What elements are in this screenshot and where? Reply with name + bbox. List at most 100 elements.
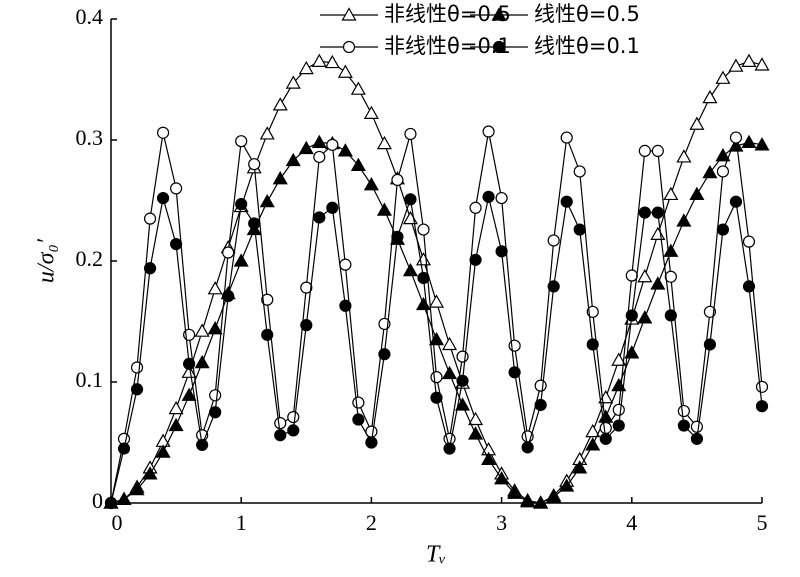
- data-point: [560, 131, 573, 144]
- data-point: [690, 432, 704, 445]
- data-point: [300, 319, 313, 332]
- x-tick-label: 3: [496, 510, 507, 535]
- data-point: [754, 57, 770, 71]
- data-point: [469, 253, 482, 266]
- data-point: [598, 390, 614, 404]
- data-point: [194, 323, 210, 337]
- data-point: [285, 152, 301, 167]
- data-point: [404, 127, 417, 141]
- data-point: [339, 299, 352, 312]
- data-point: [183, 357, 196, 370]
- data-point: [194, 354, 210, 369]
- data-point: [612, 419, 625, 432]
- data-point: [650, 226, 666, 240]
- data-point: [716, 165, 730, 178]
- data-point: [235, 198, 248, 211]
- data-point: [533, 495, 549, 509]
- data-point: [702, 89, 718, 104]
- data-point: [313, 150, 326, 164]
- data-point: [143, 262, 157, 275]
- data-point: [612, 403, 625, 416]
- data-point: [130, 383, 144, 396]
- data-point: [337, 143, 353, 157]
- data-point: [142, 466, 158, 480]
- data-point: [261, 328, 274, 341]
- data-point: [689, 116, 705, 130]
- data-point: [689, 186, 705, 201]
- data-point: [248, 158, 261, 171]
- data-point: [456, 350, 469, 363]
- y-tick-label: 0.1: [76, 367, 104, 392]
- data-point: [508, 366, 521, 379]
- data-point: [611, 352, 627, 366]
- y-tick-label: 0.2: [76, 246, 104, 271]
- data-point: [521, 441, 534, 454]
- data-point: [572, 460, 588, 474]
- data-point: [415, 252, 432, 266]
- data-point: [586, 338, 599, 351]
- data-point: [625, 269, 638, 282]
- data-point: [586, 305, 599, 318]
- data-point: [585, 437, 601, 451]
- data-point: [441, 336, 458, 351]
- data-point: [376, 202, 392, 216]
- data-point: [363, 177, 379, 191]
- data-point: [742, 280, 756, 293]
- data-point: [742, 235, 756, 248]
- legend-label: 线性θ=0.1: [534, 34, 640, 58]
- y-tick-label: 0.4: [76, 4, 104, 29]
- data-point: [311, 53, 327, 67]
- data-point: [754, 137, 770, 151]
- data-point: [729, 195, 743, 208]
- data-point: [365, 436, 378, 449]
- series-line: [110, 60, 763, 504]
- data-point: [482, 190, 495, 203]
- data-point: [599, 421, 612, 435]
- data-point: [715, 70, 731, 84]
- legend-marker: [492, 40, 506, 54]
- data-point: [339, 258, 352, 271]
- data-point: [599, 432, 612, 445]
- data-point: [415, 296, 432, 311]
- data-point: [168, 417, 184, 432]
- data-point: [469, 201, 482, 214]
- data-point: [455, 397, 471, 411]
- data-point: [611, 377, 627, 392]
- data-point: [598, 409, 614, 423]
- y-tick-label: 0: [92, 488, 103, 513]
- data-point: [129, 481, 145, 496]
- data-point: [690, 420, 704, 433]
- data-point: [456, 374, 469, 387]
- x-tick-label: 0: [112, 510, 123, 535]
- legend-label: 非线性θ=0.5: [384, 2, 511, 26]
- data-point: [520, 494, 536, 508]
- data-point: [298, 140, 314, 155]
- data-point: [637, 310, 653, 324]
- data-point: [651, 144, 664, 157]
- data-point: [507, 485, 523, 499]
- data-point: [755, 380, 769, 393]
- data-point: [625, 309, 638, 322]
- data-point: [728, 58, 744, 72]
- y-tick-label: 0.3: [76, 125, 104, 150]
- data-point: [663, 186, 679, 201]
- data-point: [741, 134, 757, 149]
- data-point: [168, 400, 184, 415]
- data-point: [326, 138, 339, 151]
- data-point: [272, 171, 288, 185]
- legend-label: 非线性θ=0.1: [384, 34, 511, 58]
- data-point: [638, 144, 651, 157]
- data-point: [677, 419, 690, 432]
- data-point: [259, 193, 275, 208]
- data-point: [287, 410, 300, 424]
- data-point: [391, 230, 404, 243]
- x-axis-title: Tᵥ: [426, 542, 446, 568]
- data-point: [287, 424, 300, 437]
- data-point: [209, 406, 222, 419]
- data-point: [352, 396, 365, 409]
- data-point: [350, 157, 366, 172]
- data-point: [324, 54, 340, 69]
- data-point: [585, 423, 601, 438]
- data-point: [363, 105, 379, 119]
